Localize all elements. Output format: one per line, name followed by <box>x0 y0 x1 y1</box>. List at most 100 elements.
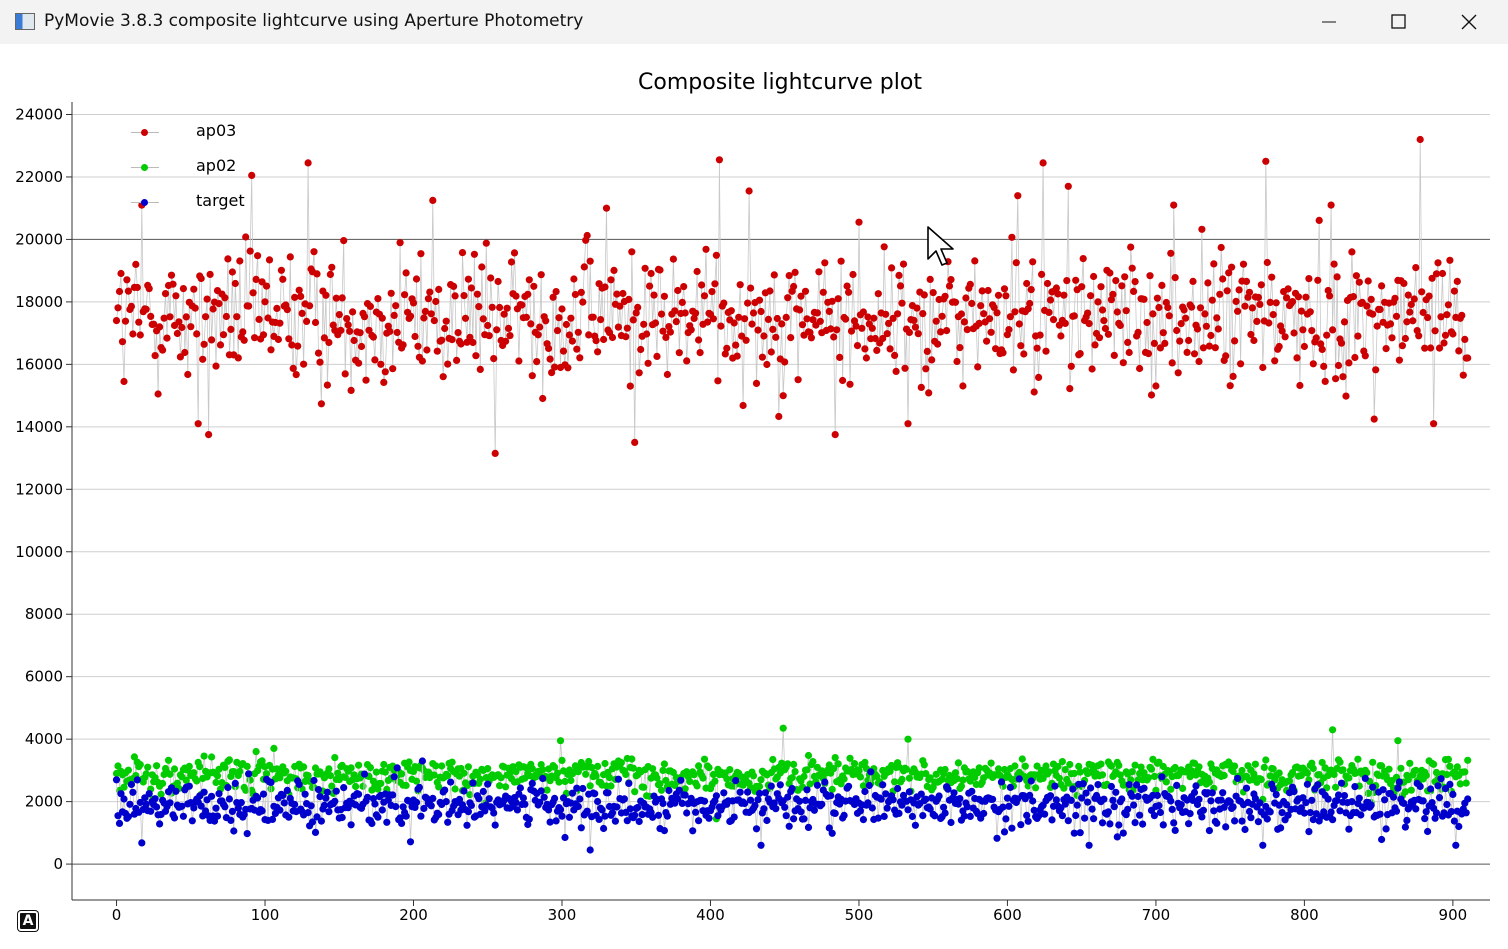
data-point-ap02[interactable] <box>959 776 967 784</box>
data-point-target[interactable] <box>280 799 288 807</box>
data-point-target[interactable] <box>481 807 489 815</box>
data-point-ap03[interactable] <box>297 292 305 300</box>
data-point-ap03[interactable] <box>1043 279 1052 288</box>
data-point-target[interactable] <box>804 823 813 832</box>
data-point-ap03[interactable] <box>288 341 296 349</box>
data-point-ap03[interactable] <box>733 352 741 360</box>
data-point-ap02[interactable] <box>221 763 229 772</box>
data-point-ap03[interactable] <box>286 253 294 261</box>
data-point-ap03[interactable] <box>1182 314 1190 322</box>
data-point-ap03[interactable] <box>1444 301 1452 309</box>
data-point-ap03[interactable] <box>626 382 634 390</box>
data-point-target[interactable] <box>347 821 355 829</box>
data-point-ap02[interactable] <box>236 767 244 776</box>
data-point-ap03[interactable] <box>576 354 584 362</box>
data-point-ap02[interactable] <box>855 767 863 775</box>
data-point-ap03[interactable] <box>215 300 223 308</box>
data-point-target[interactable] <box>755 789 764 798</box>
data-point-ap02[interactable] <box>926 774 934 782</box>
data-point-ap03[interactable] <box>1134 328 1142 336</box>
data-point-ap03[interactable] <box>429 196 437 204</box>
data-point-ap03[interactable] <box>1176 337 1184 345</box>
data-point-ap03[interactable] <box>1208 296 1216 304</box>
data-point-ap03[interactable] <box>920 291 928 299</box>
data-point-target[interactable] <box>825 824 833 832</box>
data-point-ap02[interactable] <box>1385 765 1393 773</box>
data-point-ap02[interactable] <box>994 765 1003 773</box>
data-point-target[interactable] <box>1122 811 1130 819</box>
data-point-ap02[interactable] <box>1107 762 1115 770</box>
data-point-target[interactable] <box>1329 816 1337 824</box>
data-point-ap02[interactable] <box>831 754 839 762</box>
data-point-target[interactable] <box>519 794 528 802</box>
data-point-ap03[interactable] <box>1333 273 1341 281</box>
data-point-target[interactable] <box>417 812 425 820</box>
data-point-target[interactable] <box>221 803 229 811</box>
data-point-ap03[interactable] <box>971 257 979 265</box>
data-point-target[interactable] <box>712 792 721 800</box>
data-point-ap02[interactable] <box>246 776 254 784</box>
data-point-ap02[interactable] <box>1055 774 1063 782</box>
data-point-ap02[interactable] <box>438 762 446 770</box>
data-point-ap02[interactable] <box>1336 758 1344 766</box>
data-point-ap03[interactable] <box>1434 259 1442 267</box>
data-point-ap03[interactable] <box>1170 201 1178 209</box>
data-point-ap03[interactable] <box>873 346 881 354</box>
data-point-ap02[interactable] <box>497 774 505 782</box>
data-point-target[interactable] <box>1238 817 1246 825</box>
data-point-target[interactable] <box>827 792 835 800</box>
data-point-ap03[interactable] <box>534 331 542 339</box>
data-point-ap03[interactable] <box>715 156 724 164</box>
data-point-ap02[interactable] <box>1462 779 1470 787</box>
data-point-ap03[interactable] <box>553 327 562 335</box>
data-point-target[interactable] <box>781 803 789 811</box>
data-point-ap03[interactable] <box>1072 276 1080 284</box>
data-point-target[interactable] <box>1017 821 1025 829</box>
data-point-ap03[interactable] <box>161 290 170 298</box>
data-point-ap03[interactable] <box>1207 331 1215 340</box>
data-point-ap03[interactable] <box>711 280 719 288</box>
data-point-ap03[interactable] <box>406 312 415 320</box>
data-point-ap02[interactable] <box>804 751 813 760</box>
data-point-target[interactable] <box>1424 827 1432 836</box>
data-point-ap03[interactable] <box>124 287 132 295</box>
data-point-target[interactable] <box>705 814 713 822</box>
data-point-target[interactable] <box>883 804 891 812</box>
data-point-target[interactable] <box>558 812 566 820</box>
data-point-ap03[interactable] <box>1275 342 1283 351</box>
data-point-ap03[interactable] <box>1428 274 1436 282</box>
data-point-ap03[interactable] <box>313 270 321 278</box>
data-point-target[interactable] <box>117 790 125 798</box>
data-point-target[interactable] <box>1207 797 1215 805</box>
data-point-ap03[interactable] <box>834 295 842 303</box>
data-point-target[interactable] <box>880 812 888 821</box>
data-point-target[interactable] <box>179 812 187 820</box>
data-point-ap03[interactable] <box>147 312 155 320</box>
data-point-ap03[interactable] <box>926 275 934 283</box>
data-point-ap03[interactable] <box>194 420 202 428</box>
data-point-ap03[interactable] <box>341 370 349 378</box>
data-point-target[interactable] <box>1041 810 1049 818</box>
data-point-ap03[interactable] <box>1425 292 1433 300</box>
data-point-ap03[interactable] <box>1281 333 1289 341</box>
data-point-target[interactable] <box>1360 804 1368 812</box>
data-point-target[interactable] <box>1394 784 1402 792</box>
data-point-ap03[interactable] <box>478 263 486 271</box>
data-point-target[interactable] <box>1361 774 1369 783</box>
data-point-ap03[interactable] <box>700 292 709 300</box>
data-point-ap03[interactable] <box>717 322 725 330</box>
data-point-target[interactable] <box>908 812 917 821</box>
data-point-ap03[interactable] <box>1168 359 1176 367</box>
data-point-target[interactable] <box>601 812 609 820</box>
data-point-target[interactable] <box>831 809 839 818</box>
data-point-ap03[interactable] <box>1363 302 1371 310</box>
data-point-target[interactable] <box>213 812 222 820</box>
data-point-ap03[interactable] <box>659 327 667 335</box>
data-point-ap03[interactable] <box>874 290 882 298</box>
data-point-ap03[interactable] <box>203 295 211 303</box>
data-point-ap03[interactable] <box>1094 298 1102 306</box>
data-point-target[interactable] <box>1067 796 1075 805</box>
data-point-ap02[interactable] <box>631 788 639 796</box>
data-point-ap02[interactable] <box>700 755 709 763</box>
data-point-ap02[interactable] <box>828 785 836 794</box>
